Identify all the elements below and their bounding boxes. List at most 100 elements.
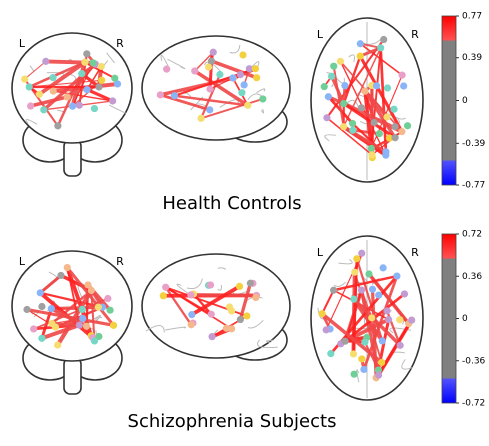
node xyxy=(21,75,29,83)
edge xyxy=(332,274,399,292)
hemisphere-label: R xyxy=(116,37,124,50)
node xyxy=(336,57,345,65)
node xyxy=(106,306,114,314)
hemisphere-label: L xyxy=(19,37,26,50)
sulcus xyxy=(217,267,227,270)
node xyxy=(54,341,62,349)
edge xyxy=(358,54,404,134)
node xyxy=(78,305,86,313)
node xyxy=(163,65,171,73)
sagittal-view xyxy=(141,253,291,361)
node xyxy=(341,337,349,345)
cerebrum xyxy=(141,35,291,141)
node xyxy=(361,87,369,95)
sulcus xyxy=(401,359,414,370)
hemisphere-label: R xyxy=(116,255,124,268)
edge xyxy=(173,94,249,107)
sulcus xyxy=(109,104,126,114)
node xyxy=(327,350,335,358)
sulcus xyxy=(260,108,265,114)
node xyxy=(330,286,338,294)
node xyxy=(356,52,364,60)
brainstem xyxy=(63,139,82,177)
node xyxy=(109,321,118,329)
colorbar-tick-label: -0.39 xyxy=(462,139,486,149)
node xyxy=(377,44,385,52)
node xyxy=(63,264,71,272)
node xyxy=(206,281,215,289)
panel-title: Schizophrenia Subjects xyxy=(128,411,337,432)
edge xyxy=(342,54,362,105)
colorbar-tick-label: 0.36 xyxy=(462,272,482,282)
node xyxy=(235,282,244,291)
edge xyxy=(164,286,213,316)
node xyxy=(38,334,46,342)
node xyxy=(356,40,364,48)
node xyxy=(111,74,119,82)
node xyxy=(384,315,393,324)
sulcus xyxy=(25,118,38,125)
node xyxy=(320,83,328,91)
sagittal-view xyxy=(141,35,291,143)
node xyxy=(318,310,326,318)
node xyxy=(238,89,246,97)
node xyxy=(252,293,260,302)
sulcus xyxy=(361,38,382,45)
edge xyxy=(158,93,212,112)
node xyxy=(353,255,361,263)
hemisphere-label: R xyxy=(411,246,419,259)
edge xyxy=(65,266,115,327)
hemisphere-label: L xyxy=(317,28,324,41)
sulcus xyxy=(247,319,264,329)
hemisphere-label: L xyxy=(317,246,324,259)
node xyxy=(48,319,56,328)
edge xyxy=(363,89,389,119)
node xyxy=(330,62,338,70)
edge xyxy=(355,257,384,343)
edge xyxy=(352,297,402,348)
edge xyxy=(38,274,63,295)
node xyxy=(323,114,331,122)
node xyxy=(322,326,330,334)
edge xyxy=(192,69,250,108)
node xyxy=(350,370,358,378)
edge xyxy=(332,65,345,128)
node xyxy=(54,122,62,130)
node xyxy=(378,337,386,345)
node xyxy=(94,303,102,311)
node xyxy=(87,286,95,295)
node xyxy=(368,285,377,293)
edge xyxy=(379,46,388,154)
node xyxy=(25,83,33,91)
colorbar xyxy=(441,233,457,404)
sulcus xyxy=(229,44,241,54)
node xyxy=(351,268,359,276)
node xyxy=(27,102,35,110)
edge xyxy=(200,98,264,120)
node xyxy=(113,80,122,88)
node xyxy=(348,119,357,128)
node xyxy=(162,283,170,291)
sulcus xyxy=(145,325,165,333)
node xyxy=(236,70,245,79)
node xyxy=(368,314,376,322)
edge xyxy=(24,60,47,80)
edge xyxy=(164,286,193,326)
node xyxy=(340,99,348,108)
node xyxy=(244,101,252,109)
hemisphere-label: R xyxy=(411,28,419,41)
node xyxy=(188,311,196,319)
node xyxy=(81,58,89,66)
edge xyxy=(85,87,115,103)
node xyxy=(400,82,408,90)
sulcus xyxy=(348,54,356,63)
edge xyxy=(83,61,116,80)
edge xyxy=(351,128,381,136)
edge xyxy=(320,311,384,365)
node xyxy=(156,91,164,99)
node xyxy=(380,35,388,44)
